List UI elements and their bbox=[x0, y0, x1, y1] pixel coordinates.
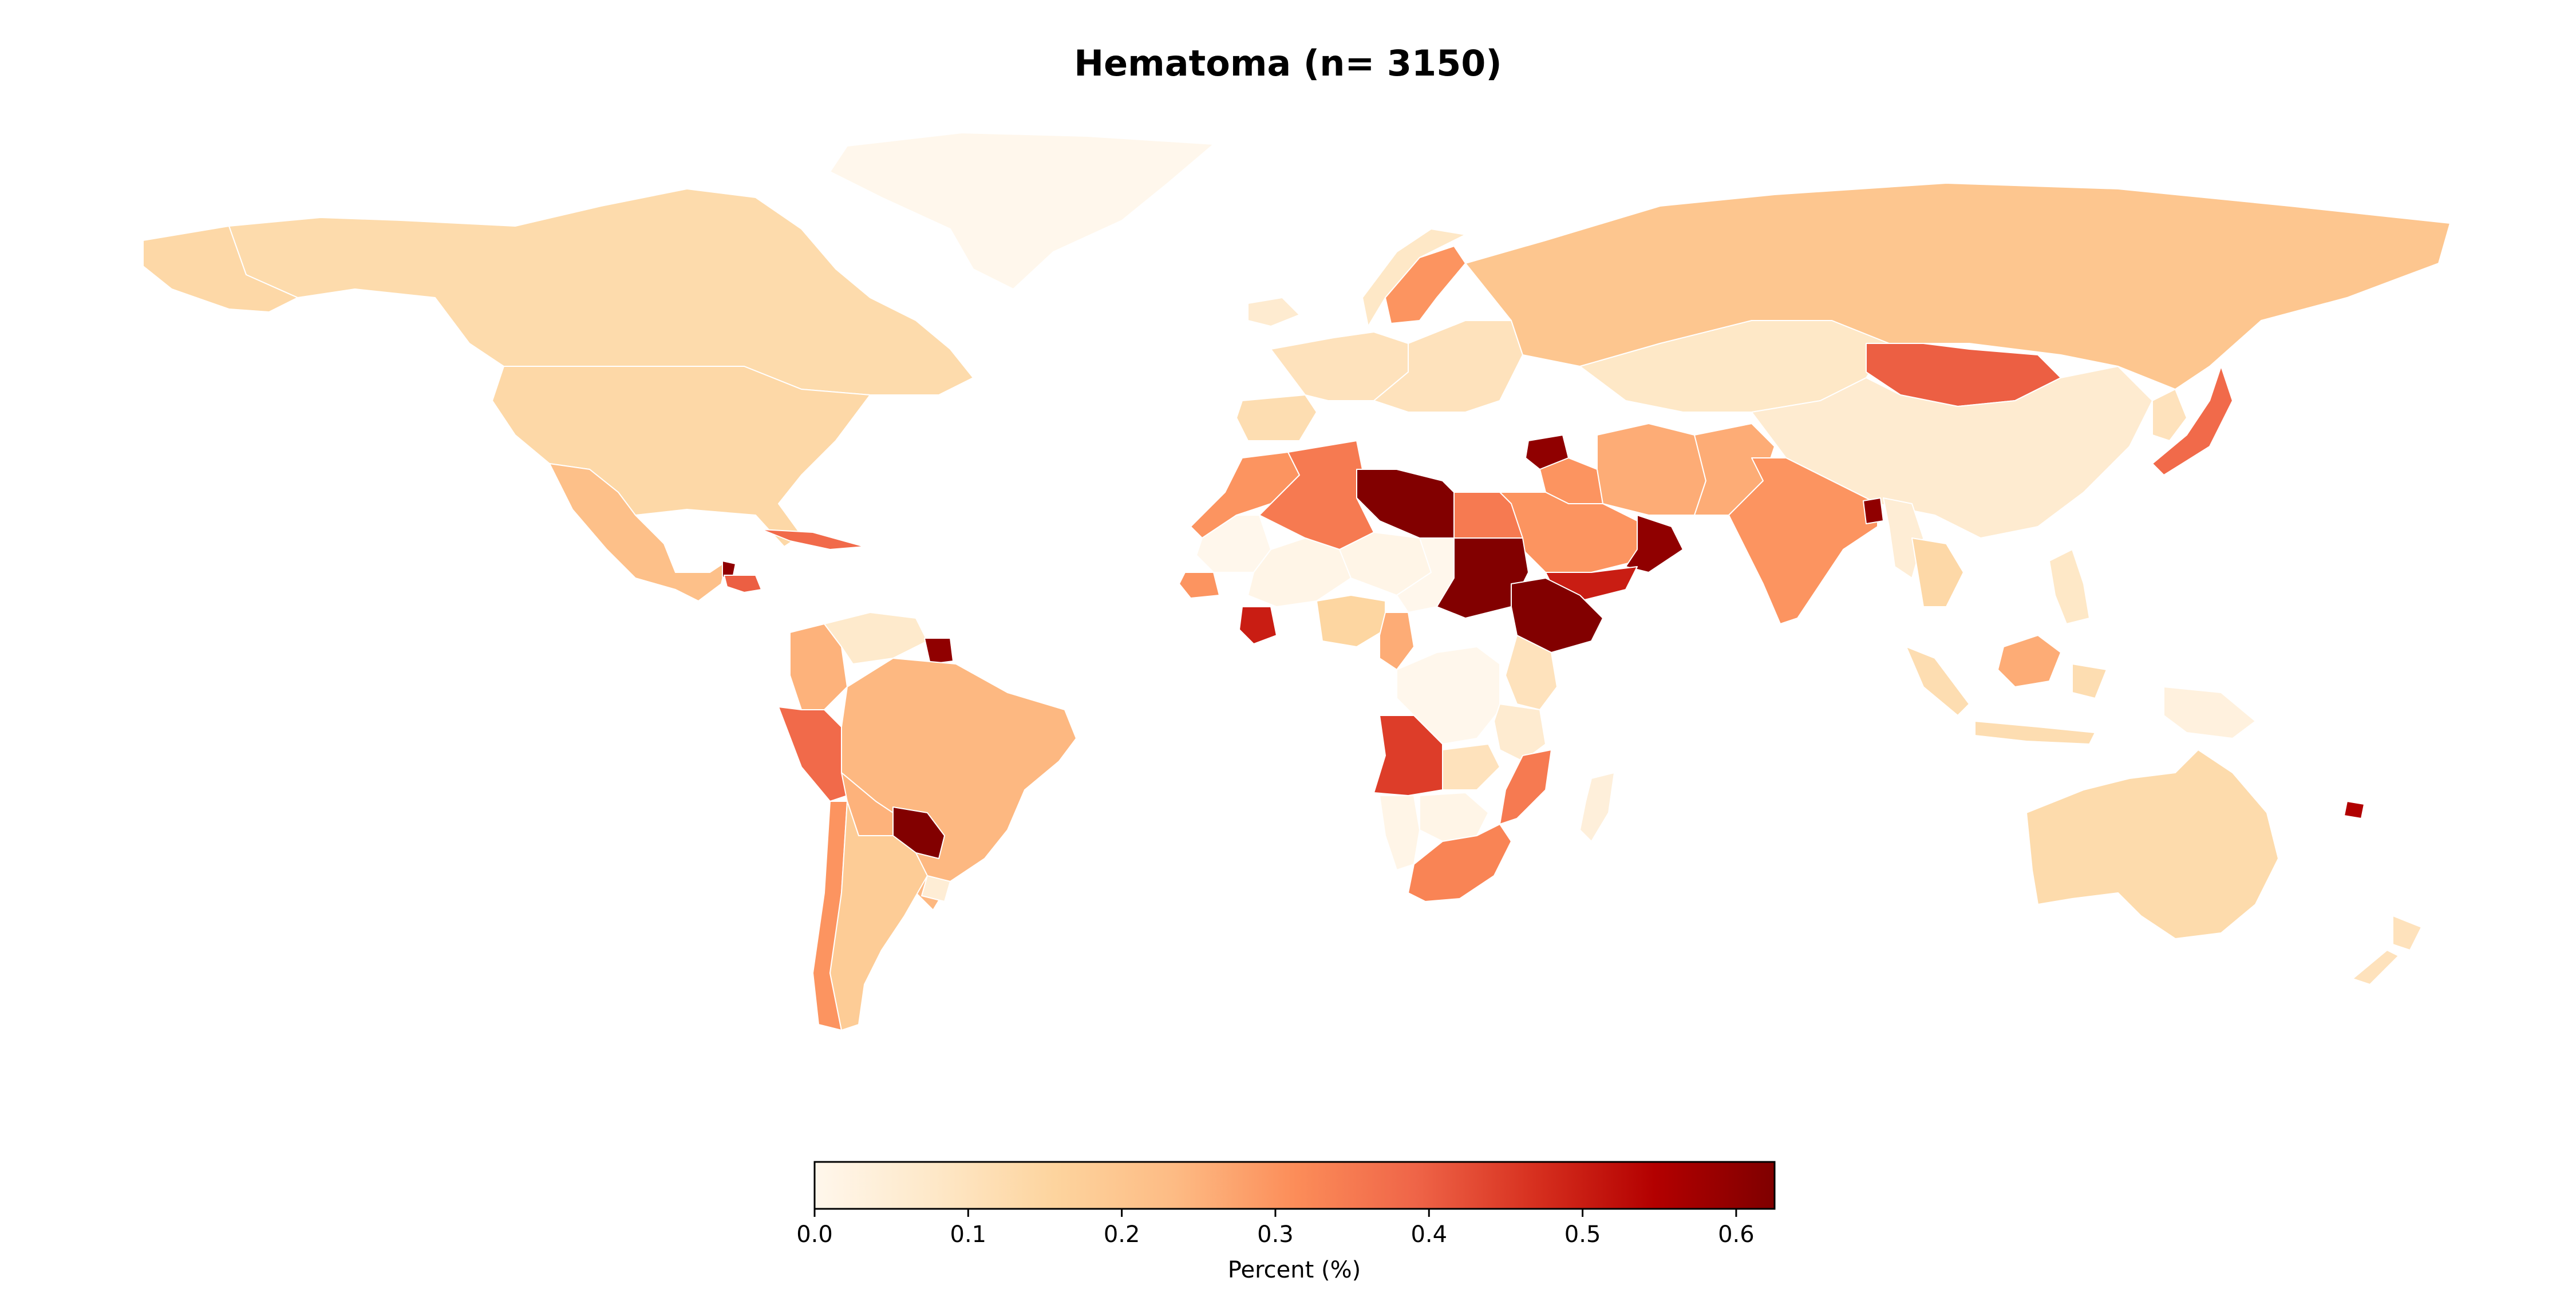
region-namibia bbox=[1379, 795, 1420, 871]
region-dr-congo bbox=[1396, 646, 1500, 745]
region-peru bbox=[778, 706, 848, 802]
region-greenland bbox=[829, 132, 1214, 290]
region-cuba bbox=[761, 529, 865, 550]
region-south-africa bbox=[1408, 824, 1512, 902]
region-new-zealand bbox=[2352, 915, 2422, 985]
colorbar: 0.0 0.1 0.2 0.3 0.4 0.5 0.6 Percent (%) bbox=[796, 1161, 1776, 1283]
colorbar-tick-label: 0.0 bbox=[796, 1221, 833, 1248]
colorbar-tick-label: 0.2 bbox=[1104, 1221, 1140, 1248]
region-australia bbox=[2026, 749, 2279, 939]
region-india bbox=[1728, 457, 1878, 624]
region-honduras bbox=[724, 575, 762, 593]
region-mexico bbox=[549, 463, 728, 602]
region-sweden bbox=[1385, 246, 1466, 324]
region-ethiopia bbox=[1511, 578, 1603, 653]
region-iran bbox=[1597, 423, 1706, 516]
colorbar-ticks: 0.0 0.1 0.2 0.3 0.4 0.5 0.6 bbox=[796, 1209, 1755, 1248]
region-angola bbox=[1373, 715, 1443, 796]
colorbar-tick-label: 0.3 bbox=[1257, 1221, 1294, 1248]
region-nigeria bbox=[1316, 595, 1386, 647]
region-canada bbox=[228, 188, 974, 396]
region-egypt bbox=[1453, 492, 1523, 539]
region-cote-divoire bbox=[1239, 606, 1277, 644]
region-japan bbox=[2152, 366, 2233, 476]
colorbar-tick-label: 0.4 bbox=[1411, 1221, 1447, 1248]
region-philippines bbox=[2049, 549, 2090, 624]
region-papua-new-guinea bbox=[2163, 686, 2256, 739]
region-indonesia bbox=[1906, 646, 2107, 745]
region-united-states bbox=[492, 366, 871, 547]
colorbar-label: Percent (%) bbox=[1228, 1257, 1361, 1283]
region-alaska bbox=[143, 226, 298, 313]
colorbar-tick-label: 0.5 bbox=[1564, 1221, 1601, 1248]
colorbar-tick-label: 0.1 bbox=[950, 1221, 987, 1248]
region-oman bbox=[1625, 515, 1684, 573]
region-senegal bbox=[1179, 572, 1220, 599]
region-fiji bbox=[2344, 801, 2365, 819]
region-mozambique bbox=[1499, 749, 1552, 825]
region-venezuela bbox=[824, 612, 928, 665]
region-eastern-europe bbox=[1373, 320, 1523, 413]
map-title: Hematoma (n= 3150) bbox=[1074, 42, 1502, 84]
region-norway bbox=[1362, 228, 1466, 327]
region-zambia bbox=[1442, 744, 1500, 790]
region-korea bbox=[2152, 389, 2187, 441]
region-borneo bbox=[1997, 635, 2061, 687]
region-botswana bbox=[1419, 792, 1489, 842]
region-uruguay bbox=[921, 875, 951, 902]
region-myanmar bbox=[1883, 497, 1924, 579]
region-bangladesh bbox=[1863, 497, 1884, 524]
region-suriname bbox=[924, 638, 954, 665]
region-cameroon bbox=[1379, 612, 1415, 670]
colorbar-tick-label: 0.6 bbox=[1718, 1221, 1755, 1248]
region-argentina bbox=[829, 801, 928, 1031]
region-sudan bbox=[1436, 537, 1529, 619]
region-iceland bbox=[1247, 297, 1300, 327]
region-iberia bbox=[1236, 394, 1317, 441]
region-madagascar bbox=[1579, 772, 1615, 842]
colorbar-gradient bbox=[813, 1161, 1776, 1210]
world-map bbox=[143, 132, 2451, 1031]
region-thailand bbox=[1911, 537, 1964, 607]
